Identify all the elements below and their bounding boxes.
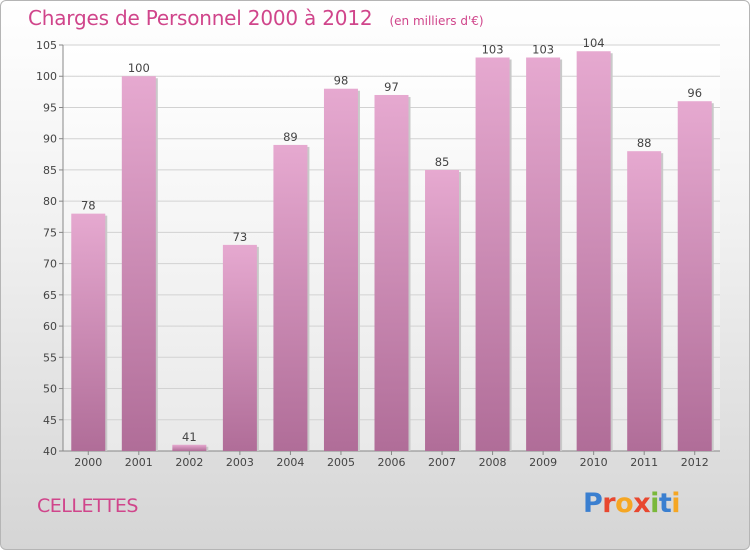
bar [222, 244, 257, 451]
logo-letter: r [602, 488, 616, 519]
bar [273, 144, 308, 451]
bar-value-label: 88 [637, 136, 652, 150]
x-tick-label: 2003 [226, 456, 254, 469]
bar-value-label: 100 [128, 61, 150, 75]
logo-letter: i [650, 488, 659, 519]
bar [121, 76, 156, 451]
bar-value-label: 98 [334, 74, 349, 88]
x-tick-label: 2009 [529, 456, 557, 469]
bar [172, 444, 207, 451]
x-tick-label: 2002 [175, 456, 203, 469]
title-row: Charges de Personnel 2000 à 2012 (en mil… [28, 6, 484, 30]
bar [526, 57, 561, 451]
bar [576, 51, 611, 451]
bar [374, 94, 409, 451]
y-tick-label: 90 [43, 133, 57, 146]
x-tick-label: 2006 [378, 456, 406, 469]
y-tick-label: 50 [43, 383, 57, 396]
x-tick-label: 2010 [580, 456, 608, 469]
bar [627, 151, 662, 451]
logo-letter: x [633, 488, 651, 519]
x-tick-label: 2005 [327, 456, 355, 469]
place-name: CELLETTES [37, 495, 138, 517]
logo-letter: i [671, 488, 681, 519]
x-tick-label: 2012 [681, 456, 709, 469]
logo-letter: t [658, 488, 672, 519]
y-tick-label: 40 [43, 445, 57, 458]
bar [425, 169, 460, 451]
y-tick-label: 100 [36, 70, 57, 83]
y-tick-label: 75 [43, 226, 57, 239]
x-tick-label: 2011 [630, 456, 658, 469]
y-tick-label: 60 [43, 320, 57, 333]
proxiti-logo: Proxiti [583, 488, 681, 519]
x-tick-label: 2001 [125, 456, 153, 469]
bar [323, 88, 358, 451]
chart-subtitle: (en milliers d'€) [389, 14, 484, 28]
logo-letter: o [615, 488, 634, 519]
y-tick-label: 95 [43, 101, 57, 114]
bar-value-label: 73 [233, 230, 248, 244]
bar-value-label: 104 [583, 36, 605, 50]
x-tick-label: 2007 [428, 456, 456, 469]
bar-value-label: 85 [435, 155, 450, 169]
bar-value-label: 96 [687, 86, 702, 100]
bar-value-label: 78 [81, 199, 96, 213]
bar [71, 213, 106, 451]
bar [677, 101, 712, 451]
y-tick-label: 55 [43, 351, 57, 364]
x-tick-label: 2008 [479, 456, 507, 469]
bar [475, 57, 510, 451]
chart-title: Charges de Personnel 2000 à 2012 [28, 6, 373, 30]
logo-letter: P [583, 488, 603, 519]
y-tick-label: 85 [43, 164, 57, 177]
y-tick-label: 45 [43, 414, 57, 427]
bar-value-label: 103 [532, 42, 554, 56]
bar-value-label: 41 [182, 430, 197, 444]
y-tick-label: 65 [43, 289, 57, 302]
bar-value-label: 89 [283, 130, 298, 144]
y-tick-label: 80 [43, 195, 57, 208]
bar-value-label: 103 [482, 42, 504, 56]
x-tick-label: 2004 [276, 456, 304, 469]
x-tick-label: 2000 [74, 456, 102, 469]
bar-value-label: 97 [384, 80, 399, 94]
y-tick-label: 105 [36, 39, 57, 52]
y-tick-label: 70 [43, 258, 57, 271]
